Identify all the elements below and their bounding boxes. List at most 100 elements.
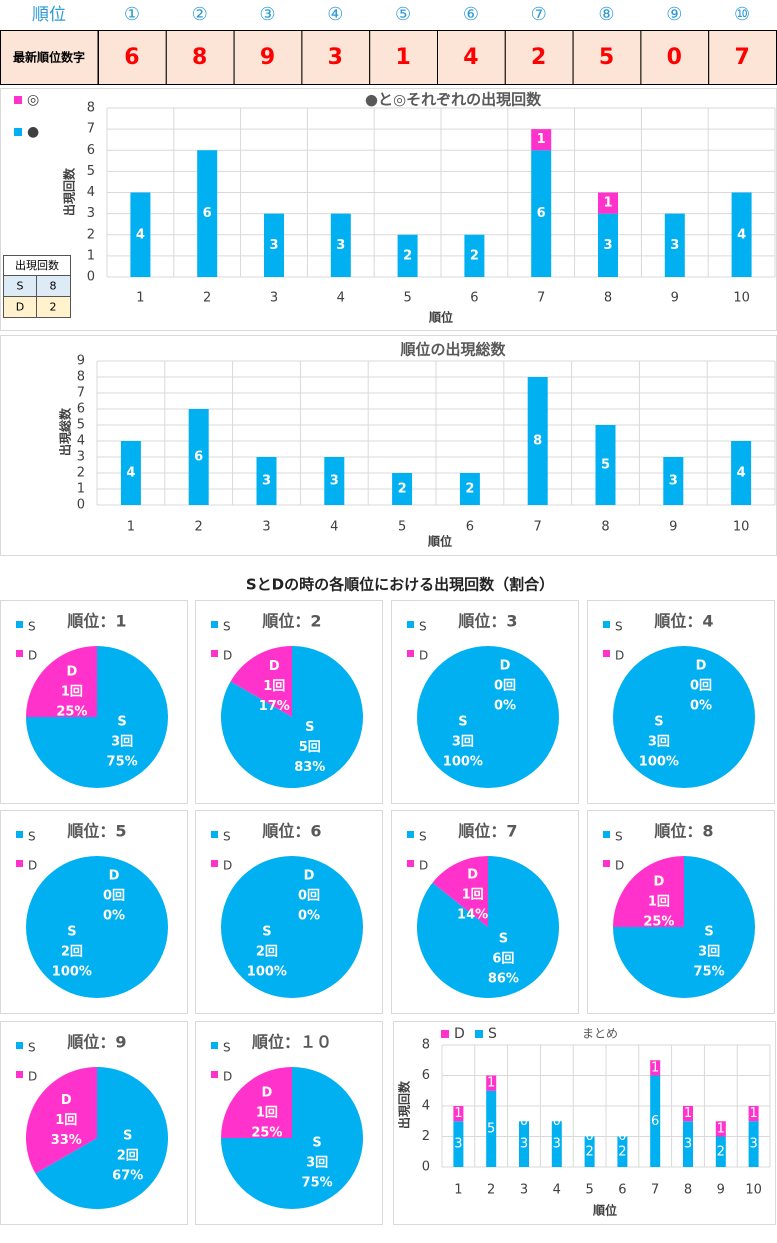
data-label: S: [262, 925, 271, 940]
bar-segment: [130, 192, 151, 277]
data-label: 2: [717, 1144, 725, 1159]
data-label: 1回: [55, 1113, 77, 1128]
x-tick-label: 1: [127, 520, 135, 535]
data-label: 25%: [643, 914, 674, 929]
data-label: 1: [717, 1121, 725, 1136]
legend-label: ◎: [27, 92, 39, 108]
pie-slice: [432, 856, 488, 927]
data-label: 75%: [107, 755, 138, 770]
x-tick-label: 2: [487, 1183, 495, 1198]
legend-label: S: [419, 830, 427, 844]
pie-slice: [220, 646, 363, 788]
data-label: 3回: [306, 1156, 328, 1171]
legend-label: D: [28, 649, 37, 663]
y-tick-label: 8: [422, 1038, 430, 1053]
data-label: 1回: [256, 1105, 278, 1120]
data-label: D: [61, 1093, 72, 1108]
digit: 7: [734, 45, 749, 70]
data-label: 2回: [117, 1148, 139, 1163]
data-label: 0回: [298, 888, 320, 903]
data-label: S: [704, 925, 713, 940]
chart-title: まとめ: [582, 1027, 618, 1041]
legend-swatch: [16, 1071, 23, 1078]
data-label: 5: [487, 1121, 495, 1136]
legend-label: D: [28, 859, 37, 873]
table-cell: [437, 30, 506, 85]
data-label: S: [117, 715, 126, 730]
data-label: 8: [533, 434, 542, 449]
bar-segment: [598, 213, 618, 277]
data-label: S: [499, 931, 508, 946]
bar: [527, 377, 548, 505]
data-label: 0: [585, 1129, 593, 1144]
legend-swatch: [407, 860, 414, 867]
legend-swatch: [407, 621, 414, 628]
legend-swatch: [16, 650, 23, 657]
pie-slice: [26, 646, 97, 717]
pie-slice: [35, 1067, 168, 1209]
data-label: 86%: [488, 971, 519, 986]
x-tick-label: 2: [195, 520, 203, 535]
x-tick-label: 2: [203, 291, 211, 306]
legend-swatch: [475, 1030, 483, 1038]
data-label: 0: [553, 1114, 561, 1129]
bar-segment: [650, 1060, 661, 1076]
chart-title: 順位：3: [457, 612, 517, 631]
legend-label: D: [223, 859, 232, 873]
legend-swatch: [603, 860, 610, 867]
y-tick-label: 7: [87, 122, 95, 137]
data-label: 3: [749, 1137, 757, 1152]
data-label: 4: [737, 466, 746, 481]
bar: [256, 457, 277, 505]
x-tick-label: 7: [534, 520, 542, 535]
data-label: 1: [749, 1106, 757, 1121]
y-tick-label: 0: [87, 270, 95, 285]
x-tick-label: 3: [262, 520, 270, 535]
data-label: 3: [330, 474, 339, 489]
chart-title: 順位：4: [653, 612, 713, 631]
data-label: 0%: [494, 698, 516, 713]
pie-slice: [221, 856, 363, 998]
bar-segment: [453, 1121, 464, 1167]
pie-slice: [417, 646, 559, 788]
rank-label: ③: [259, 4, 275, 25]
bar-segment: [486, 1075, 497, 1091]
bar-segment: [731, 192, 752, 277]
data-label: 0回: [494, 678, 516, 693]
x-tick-label: 5: [398, 520, 406, 535]
legend-label: S: [28, 830, 36, 844]
table-cell: [98, 30, 167, 85]
data-label: D: [261, 1085, 272, 1100]
bar-segment: [531, 150, 552, 277]
data-label: 4: [126, 466, 135, 481]
data-label: 25%: [56, 704, 87, 719]
bar: [731, 441, 752, 505]
legend-label: S: [223, 830, 231, 844]
data-label: 1: [684, 1106, 692, 1121]
data-label: D: [467, 868, 478, 883]
bar-segment: [397, 234, 418, 277]
table-cell: [233, 30, 303, 85]
bar: [663, 457, 684, 505]
x-tick-label: 6: [466, 520, 474, 535]
chart-title: 順位：1: [66, 612, 126, 631]
data-label: S: [312, 1136, 321, 1151]
legend-label: S: [615, 620, 623, 634]
x-tick-label: 8: [604, 291, 612, 306]
data-label: 3: [669, 474, 678, 489]
x-tick-label: 3: [520, 1183, 528, 1198]
chart-frame: [0, 88, 777, 331]
y-tick-label: 4: [422, 1099, 430, 1114]
x-tick-label: 6: [470, 291, 478, 306]
x-tick-label: 5: [403, 291, 411, 306]
data-label: 2回: [256, 945, 278, 960]
legend-swatch: [16, 621, 23, 628]
data-label: 4: [737, 227, 746, 242]
data-label: 3: [269, 238, 278, 253]
table-cell: [369, 30, 439, 85]
legend-swatch: [603, 650, 610, 657]
y-tick-label: 0: [422, 1160, 430, 1175]
data-label: 3回: [111, 735, 133, 750]
chart-title: 順位：5: [66, 822, 126, 841]
legend-label: D: [615, 649, 624, 663]
